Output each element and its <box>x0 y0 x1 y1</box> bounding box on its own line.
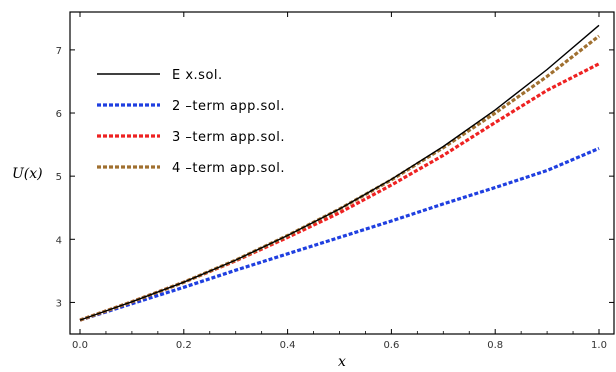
x-tick-label: 0.0 <box>72 340 88 351</box>
legend: E x.sol. 2 –term app.sol. 3 –term app.sol.… <box>97 68 285 176</box>
y-axis-label: U(x) <box>12 166 43 182</box>
series-lines <box>79 24 600 322</box>
x-tick-label: 0.4 <box>280 340 296 351</box>
series-line-2 <box>79 62 600 322</box>
y-tick-label: 5 <box>56 172 62 183</box>
legend-label-0: E x.sol. <box>172 68 223 83</box>
series-line-1 <box>79 146 600 322</box>
y-tick-label: 6 <box>56 109 62 120</box>
legend-label-1: 2 –term app.sol. <box>172 99 285 114</box>
y-tick-label: 3 <box>56 298 62 309</box>
y-tick-label: 7 <box>56 46 62 57</box>
axis-ticks: 0.0 0.2 0.4 0.6 0.8 1.0 3 4 5 6 7 <box>56 12 614 351</box>
legend-label-3: 4 –term app.sol. <box>172 161 285 176</box>
legend-label-2: 3 –term app.sol. <box>172 130 285 145</box>
x-tick-label: 0.6 <box>383 340 399 351</box>
x-axis-label: x <box>338 354 346 370</box>
x-tick-label: 1.0 <box>591 340 607 351</box>
x-tick-label: 0.2 <box>176 340 192 351</box>
plot-frame <box>69 11 615 335</box>
series-line-0 <box>79 24 600 321</box>
x-tick-label: 0.8 <box>487 340 503 351</box>
y-tick-label: 4 <box>56 235 62 246</box>
